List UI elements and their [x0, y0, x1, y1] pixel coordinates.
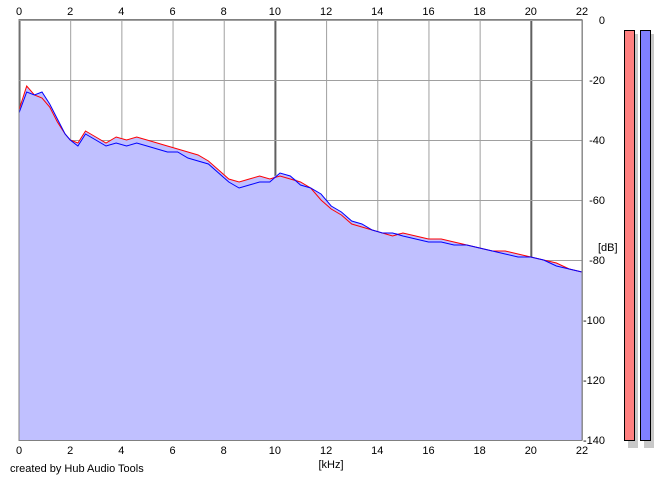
x-tick-label-top: 14 [371, 6, 383, 18]
x-tick-labels-top: 0 2 4 6 8 10 12 14 16 18 20 22 [16, 6, 588, 18]
x-tick-label-bottom: 10 [269, 445, 281, 457]
y-tick-label: -80 [589, 255, 605, 267]
y-tick-label: -100 [583, 315, 605, 327]
x-tick-label-top: 12 [320, 6, 332, 18]
x-tick-label-bottom: 2 [67, 445, 73, 457]
y-axis-label: [dB] [598, 242, 618, 254]
y-tick-label: -40 [589, 135, 605, 147]
y-tick-label: 0 [599, 15, 605, 27]
x-tick-label-top: 18 [474, 6, 486, 18]
y-tick-label: -60 [589, 195, 605, 207]
x-axis-label: [kHz] [318, 459, 343, 471]
x-tick-label-top: 6 [169, 6, 175, 18]
x-tick-label-top: 22 [576, 6, 588, 18]
credit-text: created by Hub Audio Tools [10, 463, 144, 475]
y-tick-label: -140 [583, 435, 605, 447]
x-tick-label-bottom: 4 [118, 445, 124, 457]
x-tick-label-bottom: 14 [371, 445, 383, 457]
x-tick-label-bottom: 18 [474, 445, 486, 457]
x-tick-label-top: 8 [221, 6, 227, 18]
x-tick-label-bottom: 0 [16, 445, 22, 457]
y-tick-labels: 0 -20 -40 -60 -80 -100 -120 -140 [583, 15, 605, 447]
x-tick-label-top: 4 [118, 6, 124, 18]
y-tick-label: -20 [589, 75, 605, 87]
x-tick-label-top: 10 [269, 6, 281, 18]
level-meters [624, 30, 654, 448]
y-tick-label: -120 [583, 375, 605, 387]
x-tick-label-top: 2 [67, 6, 73, 18]
plot-frame [18, 19, 583, 441]
x-tick-label-bottom: 8 [221, 445, 227, 457]
x-tick-label-bottom: 6 [169, 445, 175, 457]
level-meter-1 [624, 30, 635, 441]
x-tick-label-top: 16 [422, 6, 434, 18]
spectrum-fill-area [19, 86, 582, 440]
x-tick-label-bottom: 20 [525, 445, 537, 457]
x-tick-labels-bottom: 0 2 4 6 8 10 12 14 16 18 20 22 [16, 445, 588, 457]
series-line-2 [18, 91, 583, 273]
x-tick-label-top: 20 [525, 6, 537, 18]
x-tick-label-bottom: 22 [576, 445, 588, 457]
level-meter-2 [640, 30, 651, 441]
series-layer [18, 84, 583, 273]
x-tick-label-top: 0 [16, 6, 22, 18]
x-tick-label-bottom: 16 [422, 445, 434, 457]
x-tick-label-bottom: 12 [320, 445, 332, 457]
